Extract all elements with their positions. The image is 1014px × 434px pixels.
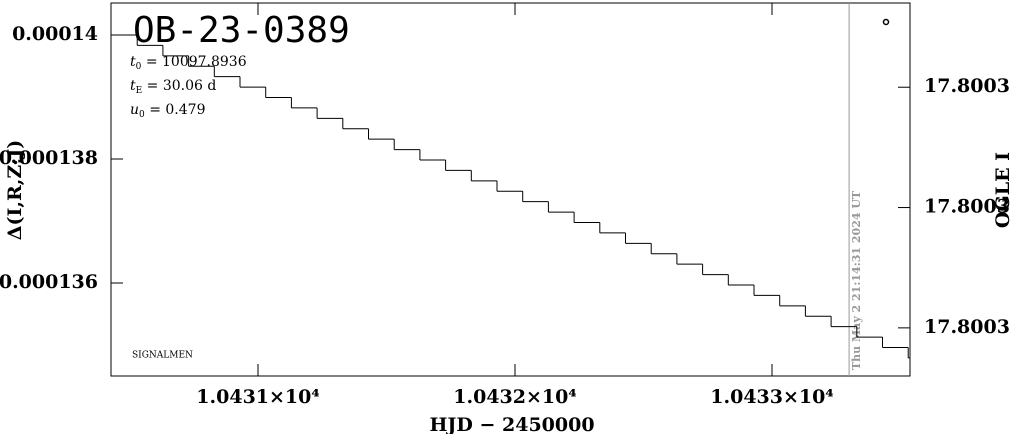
y-tick-label: 0.000138	[0, 147, 98, 169]
parameter-symbol: u	[130, 102, 139, 118]
parameter-symbol: t	[130, 54, 136, 70]
y-axis-label: Δ(I,R,Z;J)	[4, 140, 26, 241]
parameter-value: = 0.479	[145, 102, 206, 118]
parameter-subscript: E	[136, 86, 143, 96]
parameter-value: = 10097.8936	[141, 54, 246, 70]
x-tick-label: 1.0431×10⁴	[196, 386, 319, 408]
parameter-value: = 30.06 d	[142, 78, 216, 94]
parameter-subscript: 0	[136, 62, 142, 72]
y2-axis-label: OGLE I	[992, 152, 1014, 228]
parameter: tE = 30.06 d	[130, 78, 216, 96]
x-tick-label: 1.0432×10⁴	[453, 386, 576, 408]
parameter: t0 = 10097.8936	[130, 54, 247, 72]
y2-tick-label: 17.8003	[924, 316, 1010, 338]
y2-tick-label: 17.8003	[924, 196, 1010, 218]
y2-tick-label: 17.8003	[924, 75, 1010, 97]
x-tick-label: 1.0433×10⁴	[710, 386, 833, 408]
chart-title: OB-23-0389	[133, 10, 350, 51]
parameter-subscript: 0	[139, 110, 145, 120]
parameter: u0 = 0.479	[130, 102, 205, 120]
note: SIGNALMEN	[132, 351, 193, 361]
step-line	[111, 34, 910, 359]
plot-frame	[110, 2, 911, 377]
timestamp: Thu May 2 21:14:31 2024 UT	[850, 190, 863, 370]
parameter-symbol: t	[130, 78, 136, 94]
y-tick-label: 0.00014	[12, 23, 98, 45]
y-tick-label: 0.000136	[0, 271, 98, 293]
x-axis-label: HJD − 2450000	[429, 414, 594, 434]
marker-symbol	[882, 18, 890, 26]
